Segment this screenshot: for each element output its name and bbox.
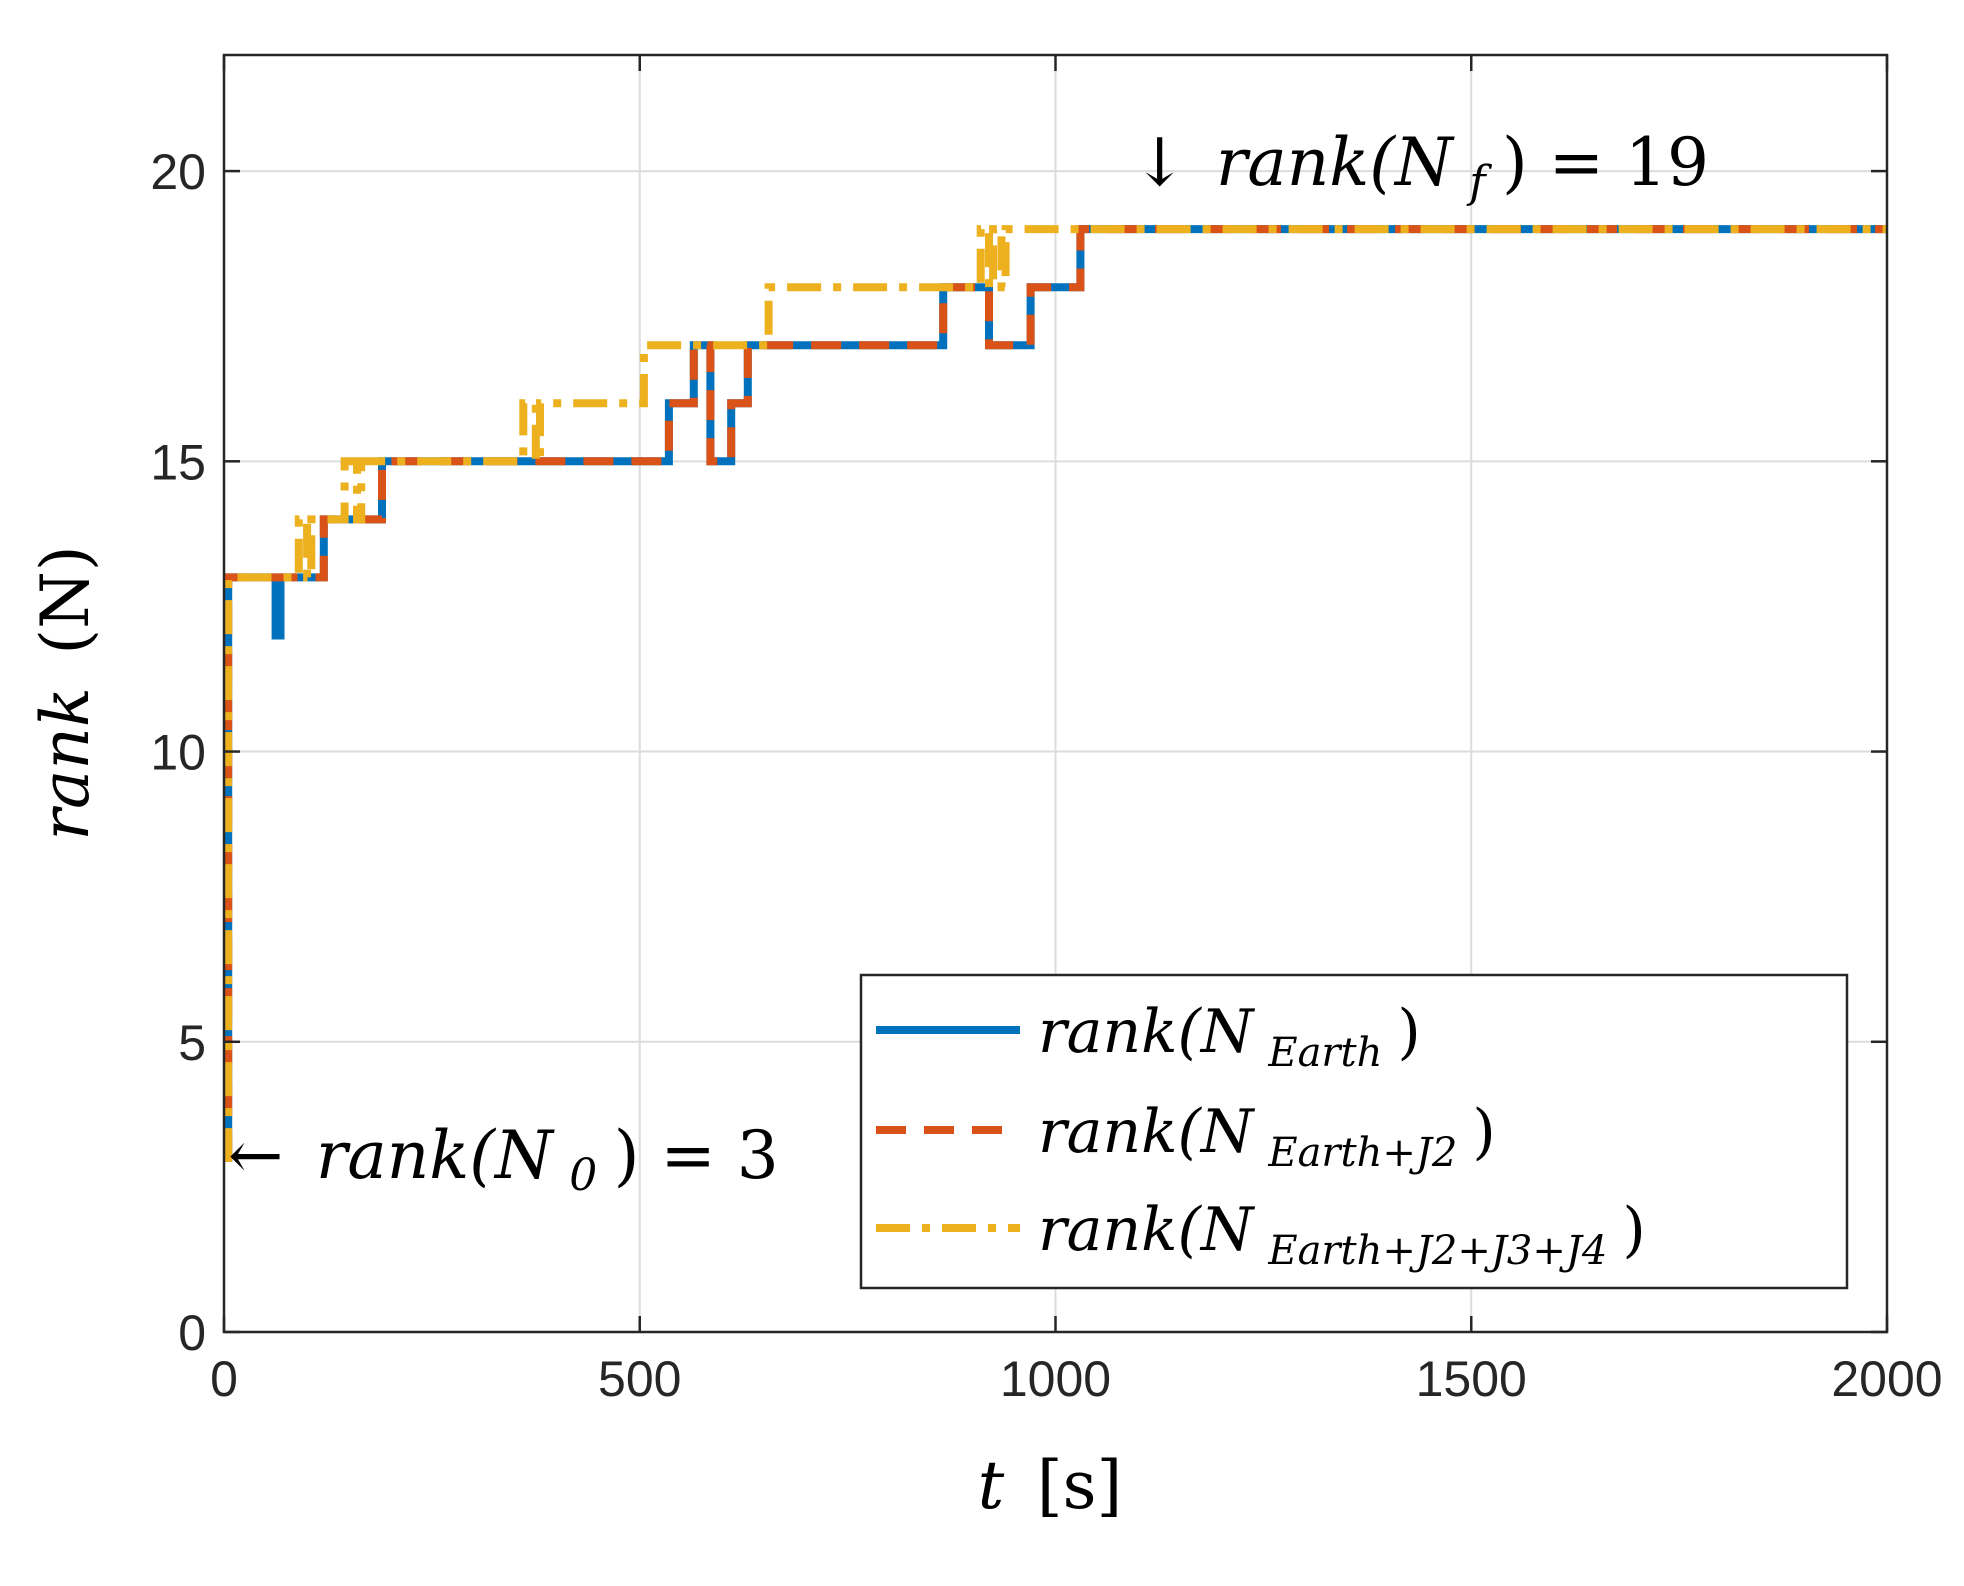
x-tick-label: 2000 [1831, 1351, 1942, 1407]
legend-entry-earth-j2-j3-j4-main: rank(N [1038, 1195, 1256, 1265]
y-axis-label: rank (N) [27, 545, 104, 840]
x-tick-label: 0 [210, 1351, 238, 1407]
annotation-initial-arrow: ← [228, 1117, 283, 1194]
annotation-final-tail: ) = 19 [1502, 124, 1709, 201]
annotation-final-sub: f [1466, 157, 1492, 208]
series-lines [224, 225, 1887, 1162]
annotation-initial-rank: ← rank(N 0 ) = 3 [228, 1117, 779, 1205]
y-tick-label: 0 [178, 1305, 206, 1361]
legend-entry-earth: rank(N Earth ) [1038, 997, 1421, 1079]
annotation-initial-sub: 0 [569, 1150, 597, 1201]
y-tick-label: 15 [150, 434, 206, 490]
legend: rank(N Earth ) rank(N Earth+J2 ) rank(N … [859, 973, 1849, 1290]
legend-entry-earth-j2-j3-j4-sub: Earth+J2+J3+J4 [1267, 1228, 1607, 1274]
y-tick-label: 20 [150, 144, 206, 200]
annotation-initial-main: rank(N [316, 1117, 555, 1194]
series-line-earth-j2 [224, 225, 1887, 1162]
x-tick-label: 500 [598, 1351, 681, 1407]
legend-entry-earth-j2-j3-j4-close: ) [1622, 1195, 1645, 1265]
legend-entry-earth-j2: rank(N Earth+J2 ) [1038, 1097, 1496, 1179]
legend-entry-earth-main: rank(N [1038, 997, 1256, 1067]
y-tick-label: 10 [150, 725, 206, 781]
y-axis-label-arg: (N) [27, 545, 104, 654]
tick-marks [222, 55, 1889, 1334]
legend-box [859, 973, 1849, 1290]
x-tick-label: 1000 [1000, 1351, 1111, 1407]
annotation-final-main: rank(N [1216, 124, 1455, 201]
y-tick-label: 5 [178, 1015, 206, 1071]
legend-entry-earth-close: ) [1397, 997, 1420, 1067]
x-tick-label: 1500 [1416, 1351, 1527, 1407]
annotation-initial-tail: ) = 3 [614, 1117, 779, 1194]
legend-entry-earth-j2-main: rank(N [1038, 1097, 1256, 1167]
series-line-earth-j2-j3-j4 [224, 225, 1887, 1162]
annotation-final-rank: ↓ rank(N f ) = 19 [1132, 124, 1709, 212]
annotation-final-arrow: ↓ [1132, 124, 1187, 201]
tick-labels: 0 500 1000 1500 2000 0 5 10 15 20 [150, 144, 1942, 1407]
x-axis-label-var: t [978, 1447, 1005, 1524]
y-axis-label-var: rank [27, 687, 104, 840]
legend-entry-earth-j2-close: ) [1472, 1097, 1495, 1167]
legend-entry-earth-j2-sub: Earth+J2 [1267, 1130, 1457, 1176]
legend-entry-earth-j2-j3-j4: rank(N Earth+J2+J3+J4 ) [1038, 1195, 1646, 1277]
x-axis-label-unit: [s] [1037, 1447, 1122, 1524]
legend-entry-earth-sub: Earth [1267, 1030, 1382, 1076]
x-axis-label: t [s] [978, 1447, 1122, 1524]
